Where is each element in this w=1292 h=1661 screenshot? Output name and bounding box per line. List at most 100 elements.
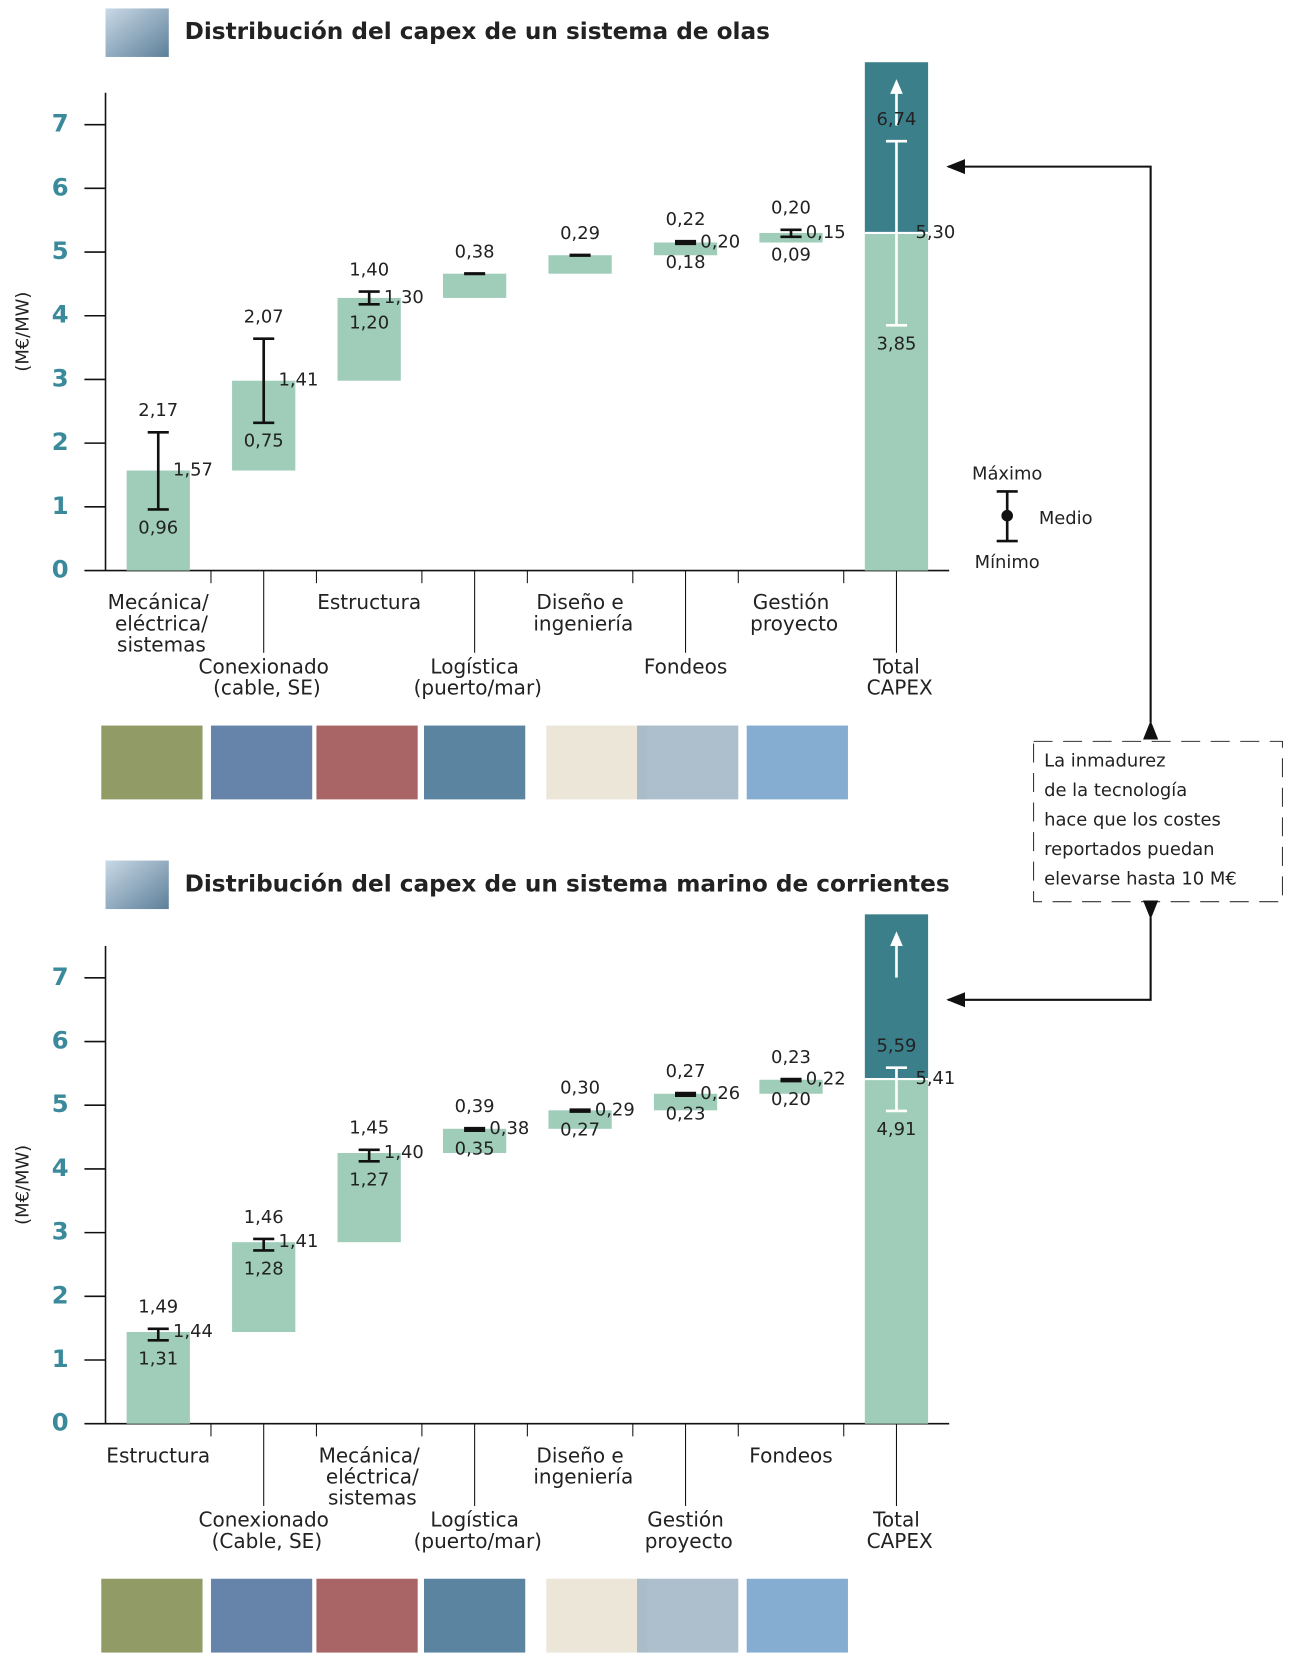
legend-dot bbox=[1001, 509, 1014, 522]
bar bbox=[337, 1152, 401, 1243]
mean-label: 5,41 bbox=[915, 1068, 955, 1089]
bar bbox=[548, 1110, 612, 1129]
max-label: 5,59 bbox=[877, 1036, 917, 1057]
x-tick-label: Mecánica/ eléctrica/ sistemas bbox=[108, 590, 209, 656]
x-tick-label: Estructura bbox=[106, 1443, 210, 1467]
total-arrowhead bbox=[890, 931, 903, 946]
min-label: 3,85 bbox=[877, 333, 917, 354]
note-line: elevarse hasta 10 M€ bbox=[1044, 869, 1237, 890]
note-line: de la tecnología bbox=[1044, 780, 1187, 801]
mean-label: 0,38 bbox=[455, 242, 495, 263]
bar bbox=[442, 273, 507, 298]
legend-label: Máximo bbox=[972, 464, 1042, 485]
x-tick-label: Fondeos bbox=[749, 1443, 832, 1467]
x-tick-label: Conexionado (cable, SE) bbox=[198, 654, 328, 699]
mean-label: 1,57 bbox=[173, 460, 213, 481]
bar bbox=[126, 1331, 190, 1424]
y-axis-label: (M€/MW) bbox=[12, 292, 33, 372]
bar bbox=[232, 1242, 296, 1332]
y-tick-label: 5 bbox=[52, 1089, 69, 1118]
min-label: 0,23 bbox=[666, 1104, 706, 1125]
min-label: 0,18 bbox=[666, 252, 706, 273]
min-label: 1,20 bbox=[349, 312, 389, 333]
bar bbox=[653, 1093, 718, 1111]
max-label: 0,39 bbox=[455, 1096, 495, 1117]
y-tick-label: 6 bbox=[52, 1026, 69, 1055]
y-tick-label: 1 bbox=[52, 491, 69, 520]
max-label: 1,46 bbox=[244, 1207, 284, 1228]
min-label: 0,20 bbox=[771, 1089, 811, 1110]
mean-label: 1,40 bbox=[384, 1142, 424, 1163]
title-icon bbox=[105, 860, 169, 910]
y-tick-label: 6 bbox=[52, 172, 69, 201]
x-tick-label: Fondeos bbox=[644, 654, 727, 678]
title-icon bbox=[105, 8, 169, 57]
y-axis-label: (M€/MW) bbox=[12, 1145, 33, 1225]
photo bbox=[424, 1578, 526, 1653]
y-tick-label: 3 bbox=[52, 363, 69, 392]
max-label: 1,45 bbox=[349, 1118, 389, 1139]
bar bbox=[337, 297, 401, 381]
mean-label: 0,22 bbox=[806, 1069, 846, 1090]
mean-label: 1,30 bbox=[384, 287, 424, 308]
total-bar bbox=[864, 1079, 929, 1424]
x-tick-label: Logística (puerto/mar) bbox=[407, 654, 542, 699]
max-label: 0,22 bbox=[666, 209, 706, 230]
max-label: 0,20 bbox=[771, 198, 811, 219]
x-tick-label: Estructura bbox=[317, 590, 421, 614]
bar bbox=[548, 255, 612, 274]
photo bbox=[101, 725, 203, 800]
max-label: 1,49 bbox=[138, 1297, 178, 1318]
mean-label: 0,29 bbox=[560, 223, 600, 244]
min-label: 0,96 bbox=[138, 517, 178, 538]
chart-title: Distribución del capex de un sistema de … bbox=[185, 18, 770, 45]
x-tick-label: Total CAPEX bbox=[860, 1507, 933, 1552]
bar bbox=[653, 242, 718, 256]
max-label: 0,23 bbox=[771, 1047, 811, 1068]
legend-label: Medio bbox=[1039, 508, 1093, 529]
x-tick-label: Mecánica/ eléctrica/ sistemas bbox=[319, 1443, 420, 1509]
min-label: 0,27 bbox=[560, 1120, 600, 1141]
note-line: hace que los costes bbox=[1044, 809, 1221, 830]
x-tick-label: Diseño e ingeniería bbox=[527, 590, 633, 635]
x-tick-label: Logística (puerto/mar) bbox=[407, 1507, 542, 1552]
max-label: 0,30 bbox=[560, 1078, 600, 1099]
mean-label: 0,20 bbox=[700, 231, 740, 252]
y-tick-label: 2 bbox=[52, 427, 69, 456]
min-label: 1,31 bbox=[138, 1348, 178, 1369]
max-label: 0,27 bbox=[666, 1061, 706, 1082]
photo bbox=[316, 725, 418, 800]
min-label: 1,28 bbox=[244, 1258, 284, 1279]
x-tick-label: Gestión proyecto bbox=[638, 1507, 732, 1552]
mean-label: 1,41 bbox=[278, 1231, 318, 1252]
min-label: 1,27 bbox=[349, 1169, 389, 1190]
min-label: 0,35 bbox=[455, 1139, 495, 1160]
photo bbox=[101, 1578, 203, 1653]
mean-label: 0,15 bbox=[806, 222, 846, 243]
mean-label: 1,41 bbox=[278, 370, 318, 391]
note-line: La inmadurez bbox=[1044, 750, 1165, 771]
photo bbox=[746, 725, 848, 800]
mean-label: 0,38 bbox=[489, 1118, 529, 1139]
mean-label: 0,26 bbox=[700, 1083, 740, 1104]
y-tick-label: 7 bbox=[52, 962, 69, 991]
y-tick-label: 4 bbox=[52, 300, 69, 329]
mean-label: 1,44 bbox=[173, 1321, 213, 1342]
photo bbox=[546, 725, 648, 800]
bar bbox=[759, 1079, 823, 1094]
max-label: 2,17 bbox=[138, 400, 178, 421]
x-tick-label: Diseño e ingeniería bbox=[527, 1443, 633, 1488]
photo bbox=[424, 725, 526, 800]
max-label: 1,40 bbox=[349, 259, 389, 280]
bar bbox=[442, 1128, 507, 1153]
y-tick-label: 4 bbox=[52, 1153, 69, 1182]
photo bbox=[210, 1578, 313, 1653]
y-tick-label: 0 bbox=[52, 555, 69, 584]
photo bbox=[637, 725, 739, 800]
photo bbox=[637, 1578, 739, 1653]
y-tick-label: 1 bbox=[52, 1344, 69, 1373]
y-tick-label: 7 bbox=[52, 109, 69, 138]
photo bbox=[210, 725, 313, 800]
min-label: 0,75 bbox=[244, 431, 284, 452]
